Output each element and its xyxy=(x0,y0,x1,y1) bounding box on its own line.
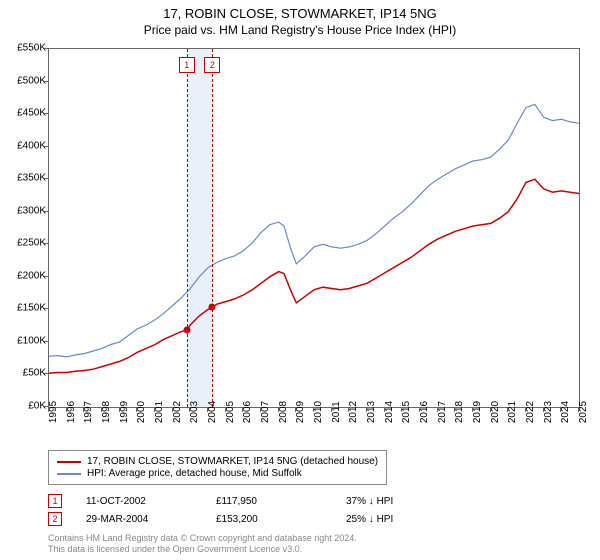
y-axis-label: £250K xyxy=(6,238,46,249)
y-axis-label: £300K xyxy=(6,205,46,216)
x-axis-label: 2014 xyxy=(384,401,395,423)
sale-delta: 37% ↓ HPI xyxy=(346,496,476,507)
x-axis-label: 2020 xyxy=(490,401,501,423)
x-axis-label: 2006 xyxy=(242,401,253,423)
legend-swatch xyxy=(57,473,81,475)
chart-title: 17, ROBIN CLOSE, STOWMARKET, IP14 5NG xyxy=(0,6,600,21)
sale-vline xyxy=(187,49,188,407)
footer-line2: This data is licensed under the Open Gov… xyxy=(48,544,357,556)
x-axis-label: 2000 xyxy=(136,401,147,423)
y-axis-label: £150K xyxy=(6,303,46,314)
plot-area: 12 xyxy=(48,48,580,408)
x-axis-label: 2015 xyxy=(401,401,412,423)
x-axis-label: 2011 xyxy=(331,401,342,423)
y-axis-label: £500K xyxy=(6,75,46,86)
legend-swatch xyxy=(57,461,81,463)
x-axis-label: 2003 xyxy=(189,401,200,423)
x-axis-label: 2024 xyxy=(560,401,571,423)
x-axis-label: 2005 xyxy=(225,401,236,423)
sale-vline xyxy=(212,49,213,407)
y-axis-label: £0K xyxy=(6,401,46,412)
y-axis-label: £100K xyxy=(6,335,46,346)
x-axis-label: 2022 xyxy=(525,401,536,423)
sale-date: 29-MAR-2004 xyxy=(86,514,216,525)
x-axis-label: 2007 xyxy=(260,401,271,423)
y-axis-label: £450K xyxy=(6,108,46,119)
sale-dot xyxy=(209,304,216,311)
x-axis-label: 2004 xyxy=(207,401,218,423)
x-axis-label: 1996 xyxy=(66,401,77,423)
y-axis-label: £200K xyxy=(6,270,46,281)
x-axis-label: 2002 xyxy=(172,401,183,423)
y-axis-label: £50K xyxy=(6,368,46,379)
x-axis-label: 2017 xyxy=(437,401,448,423)
x-axis-label: 2012 xyxy=(348,401,359,423)
sale-marker-label: 1 xyxy=(179,57,195,73)
series-price_paid xyxy=(49,179,579,373)
x-axis-label: 2025 xyxy=(578,401,589,423)
y-axis-label: £350K xyxy=(6,173,46,184)
legend-label: HPI: Average price, detached house, Mid … xyxy=(87,468,302,479)
sale-row: 2 29-MAR-2004£153,20025% ↓ HPI xyxy=(48,512,476,526)
chart-container: 17, ROBIN CLOSE, STOWMARKET, IP14 5NG Pr… xyxy=(0,0,600,560)
sale-dot xyxy=(183,327,190,334)
x-axis-label: 2001 xyxy=(154,401,165,423)
x-axis-label: 2009 xyxy=(295,401,306,423)
sale-row: 1 11-OCT-2002£117,95037% ↓ HPI xyxy=(48,494,476,508)
x-axis-label: 2008 xyxy=(278,401,289,423)
y-axis-label: £550K xyxy=(6,43,46,54)
x-axis-label: 2010 xyxy=(313,401,324,423)
x-axis-label: 2019 xyxy=(472,401,483,423)
x-axis-label: 2016 xyxy=(419,401,430,423)
legend: 17, ROBIN CLOSE, STOWMARKET, IP14 5NG (d… xyxy=(48,450,387,485)
x-axis-label: 2018 xyxy=(454,401,465,423)
y-axis-label: £400K xyxy=(6,140,46,151)
footer: Contains HM Land Registry data © Crown c… xyxy=(48,533,357,556)
x-axis-label: 2021 xyxy=(507,401,518,423)
legend-label: 17, ROBIN CLOSE, STOWMARKET, IP14 5NG (d… xyxy=(87,456,378,467)
sale-price: £153,200 xyxy=(216,514,346,525)
chart-svg xyxy=(49,49,579,407)
legend-row: HPI: Average price, detached house, Mid … xyxy=(57,468,378,479)
x-axis-label: 1999 xyxy=(119,401,130,423)
series-hpi xyxy=(49,104,579,357)
chart-subtitle: Price paid vs. HM Land Registry's House … xyxy=(0,23,600,37)
x-axis-label: 1997 xyxy=(83,401,94,423)
sale-marker-label: 2 xyxy=(204,57,220,73)
x-axis-label: 1998 xyxy=(101,401,112,423)
x-axis-label: 2013 xyxy=(366,401,377,423)
titles: 17, ROBIN CLOSE, STOWMARKET, IP14 5NG Pr… xyxy=(0,0,600,37)
sale-marker-box: 1 xyxy=(48,494,62,508)
legend-row: 17, ROBIN CLOSE, STOWMARKET, IP14 5NG (d… xyxy=(57,456,378,467)
footer-line1: Contains HM Land Registry data © Crown c… xyxy=(48,533,357,545)
x-axis-label: 2023 xyxy=(543,401,554,423)
sale-price: £117,950 xyxy=(216,496,346,507)
sale-marker-box: 2 xyxy=(48,512,62,526)
sale-delta: 25% ↓ HPI xyxy=(346,514,476,525)
x-axis-label: 1995 xyxy=(48,401,59,423)
sale-date: 11-OCT-2002 xyxy=(86,496,216,507)
